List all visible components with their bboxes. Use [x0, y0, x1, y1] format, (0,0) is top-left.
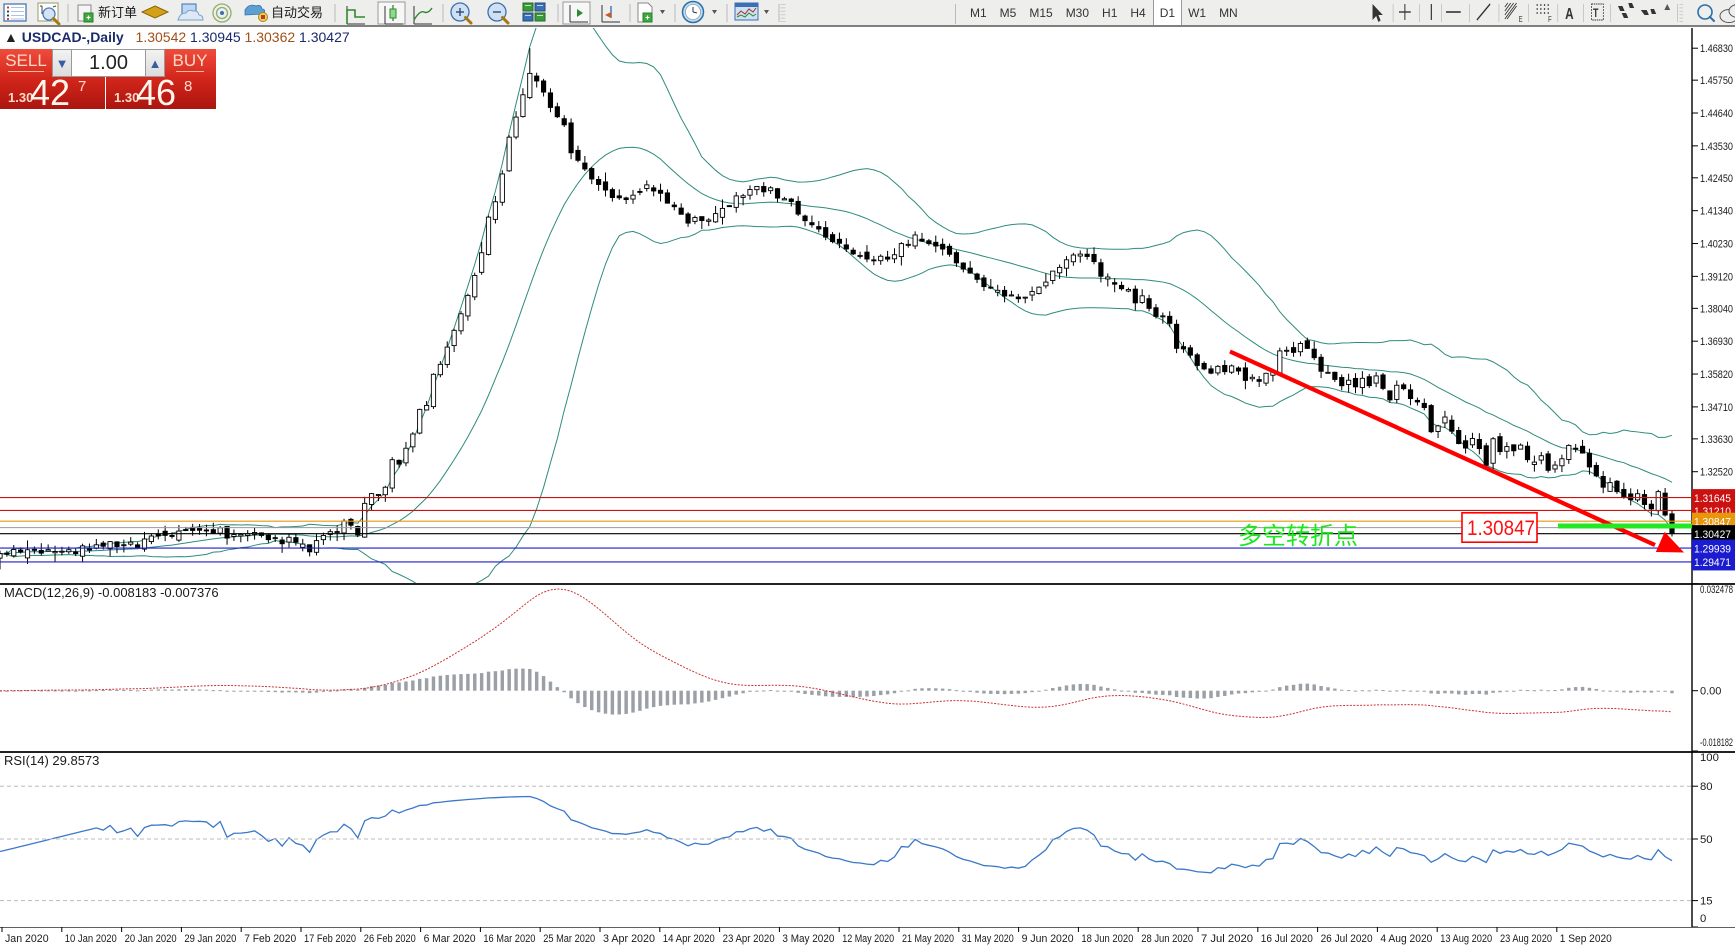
svg-text:1.32520: 1.32520 — [1700, 467, 1733, 479]
svg-text:RSI(14) 29.8573: RSI(14) 29.8573 — [4, 753, 99, 768]
svg-text:15: 15 — [1700, 896, 1713, 908]
svg-text:80: 80 — [1700, 781, 1713, 793]
svg-text:1.44640: 1.44640 — [1700, 108, 1733, 120]
svg-text:MACD(12,26,9) -0.008183 -0.007: MACD(12,26,9) -0.008183 -0.007376 — [4, 585, 219, 600]
svg-text:7 Jul 2020: 7 Jul 2020 — [1201, 933, 1253, 945]
svg-text:13 Aug 2020: 13 Aug 2020 — [1440, 933, 1492, 945]
svg-text:18 Jun 2020: 18 Jun 2020 — [1081, 933, 1133, 945]
svg-text:3 May 2020: 3 May 2020 — [782, 933, 834, 945]
svg-text:9 Jun 2020: 9 Jun 2020 — [1022, 933, 1074, 945]
svg-text:-0.018182: -0.018182 — [1700, 737, 1733, 749]
svg-text:1.34710: 1.34710 — [1700, 402, 1733, 414]
svg-text:17 Feb 2020: 17 Feb 2020 — [304, 933, 356, 945]
svg-text:1.30427: 1.30427 — [1694, 529, 1731, 541]
svg-text:3 Apr 2020: 3 Apr 2020 — [603, 933, 655, 945]
svg-text:Jan 2020: Jan 2020 — [5, 933, 49, 945]
svg-text:1.46830: 1.46830 — [1700, 43, 1733, 55]
svg-text:1.42450: 1.42450 — [1700, 173, 1733, 185]
svg-text:10 Jan 2020: 10 Jan 2020 — [65, 933, 117, 945]
svg-text:1.36930: 1.36930 — [1700, 336, 1733, 348]
svg-text:自动交易: 自动交易 — [271, 5, 323, 20]
svg-text:新订单: 新订单 — [98, 5, 137, 20]
svg-text:26 Jul 2020: 26 Jul 2020 — [1321, 933, 1373, 945]
svg-text:29 Jan 2020: 29 Jan 2020 — [184, 933, 236, 945]
svg-text:1.33630: 1.33630 — [1700, 434, 1733, 446]
svg-text:T: T — [1593, 7, 1599, 21]
svg-text:25 Mar 2020: 25 Mar 2020 — [543, 933, 595, 945]
svg-text:0.00: 0.00 — [1700, 686, 1721, 698]
svg-text:0: 0 — [1700, 913, 1706, 925]
svg-text:F: F — [1548, 16, 1552, 24]
svg-text:1.30847: 1.30847 — [1467, 517, 1535, 540]
svg-text:14 Apr 2020: 14 Apr 2020 — [663, 933, 715, 945]
svg-text:23 Apr 2020: 23 Apr 2020 — [723, 933, 775, 945]
svg-text:E: E — [1519, 16, 1523, 24]
svg-text:1.38040: 1.38040 — [1700, 303, 1733, 315]
svg-text:1.39120: 1.39120 — [1700, 271, 1733, 283]
svg-text:1.41340: 1.41340 — [1700, 206, 1733, 218]
svg-text:1.43530: 1.43530 — [1700, 141, 1733, 153]
svg-text:21 May 2020: 21 May 2020 — [902, 933, 954, 945]
svg-text:20 Jan 2020: 20 Jan 2020 — [125, 933, 177, 945]
svg-text:0.032478: 0.032478 — [1700, 584, 1733, 596]
svg-text:A: A — [1565, 4, 1573, 22]
svg-text:28 Jun 2020: 28 Jun 2020 — [1141, 933, 1193, 945]
svg-text:6 Mar 2020: 6 Mar 2020 — [424, 933, 476, 945]
svg-text:1.29471: 1.29471 — [1694, 557, 1731, 569]
svg-text:4 Aug 2020: 4 Aug 2020 — [1380, 933, 1432, 945]
svg-text:1.45750: 1.45750 — [1700, 75, 1733, 87]
svg-text:16 Jul 2020: 16 Jul 2020 — [1261, 933, 1313, 945]
svg-text:7 Feb 2020: 7 Feb 2020 — [244, 933, 296, 945]
svg-text:1.40230: 1.40230 — [1700, 239, 1733, 251]
svg-text:50: 50 — [1700, 834, 1713, 846]
svg-text:1 Sep 2020: 1 Sep 2020 — [1560, 933, 1612, 945]
svg-text:31 May 2020: 31 May 2020 — [962, 933, 1014, 945]
svg-text:16 Mar 2020: 16 Mar 2020 — [483, 933, 535, 945]
svg-text:多空转折点: 多空转折点 — [1238, 523, 1358, 550]
svg-text:26 Feb 2020: 26 Feb 2020 — [364, 933, 416, 945]
svg-text:12 May 2020: 12 May 2020 — [842, 933, 894, 945]
svg-text:23 Aug 2020: 23 Aug 2020 — [1500, 933, 1552, 945]
svg-text:1.35820: 1.35820 — [1700, 369, 1733, 381]
svg-text:100: 100 — [1700, 752, 1719, 764]
